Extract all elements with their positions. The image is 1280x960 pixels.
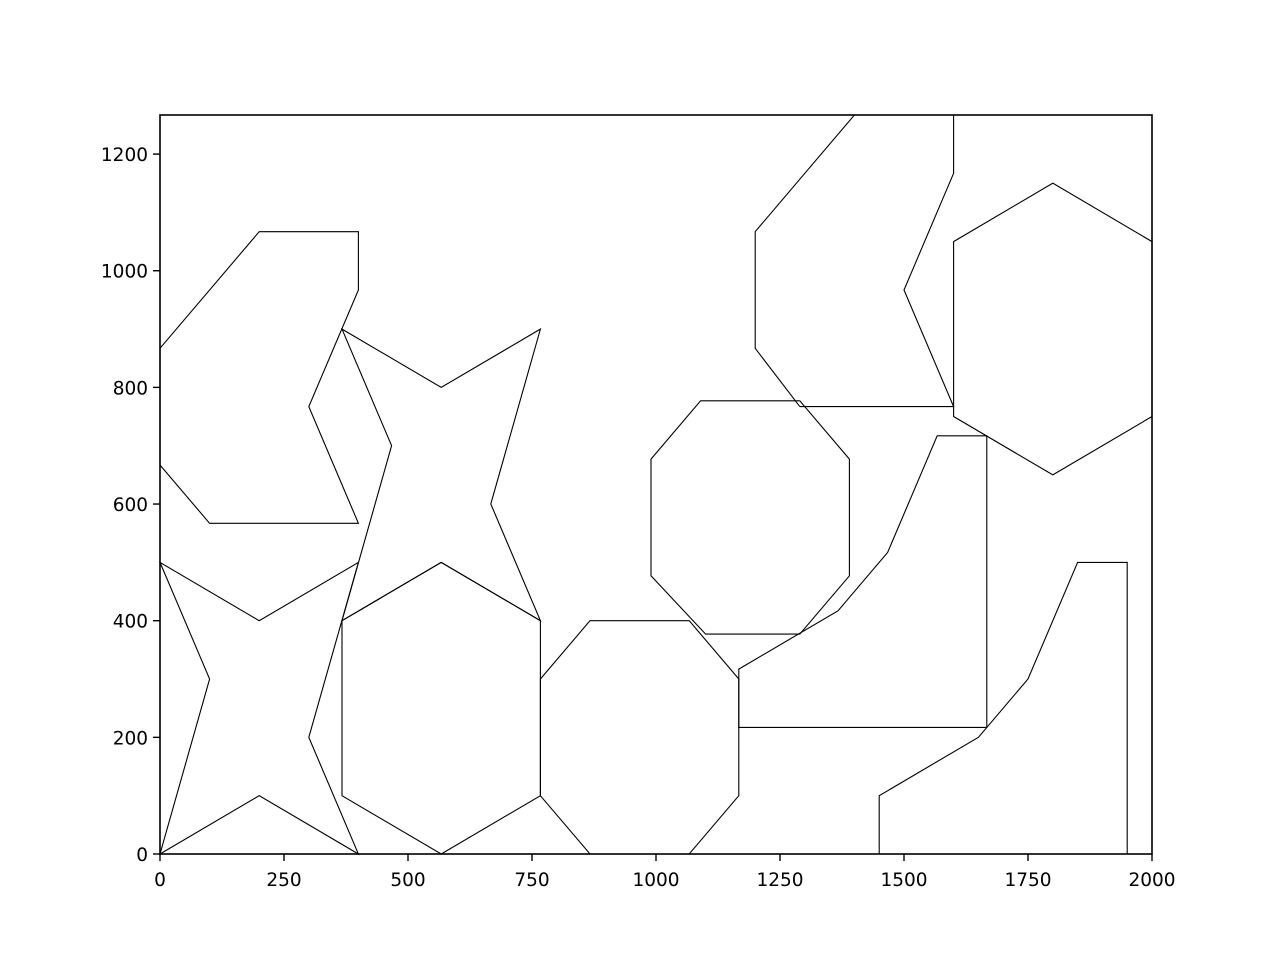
shape-octagon-center bbox=[650, 400, 850, 635]
shape-shape-top-left bbox=[159, 231, 360, 524]
x-tick-label: 1750 bbox=[1004, 870, 1051, 891]
y-tick-label: 0 bbox=[136, 845, 148, 866]
x-tick-label: 1250 bbox=[756, 870, 803, 891]
y-tick-label: 400 bbox=[113, 612, 148, 633]
x-tick-label: 750 bbox=[514, 870, 549, 891]
x-tick-label: 1000 bbox=[632, 870, 679, 891]
shape-star-left-middle bbox=[340, 327, 542, 623]
x-tick-label: 500 bbox=[390, 870, 425, 891]
shape-hexagon-bottom-center bbox=[341, 561, 541, 855]
shape-hexagon-top-right bbox=[953, 182, 1153, 476]
y-axis: 0 200 400 600 800 1000 1200 bbox=[101, 145, 160, 866]
shape-shape-bottom-right bbox=[878, 561, 1128, 854]
x-tick-label: 2000 bbox=[1128, 870, 1175, 891]
x-tick-label: 0 bbox=[154, 870, 166, 891]
y-tick-label: 1000 bbox=[101, 262, 148, 283]
shape-shape-top-center bbox=[754, 114, 955, 408]
x-tick-label: 1500 bbox=[880, 870, 927, 891]
plot-frame bbox=[159, 114, 1153, 855]
shape-shape-right-middle bbox=[738, 435, 988, 728]
y-tick-label: 200 bbox=[113, 728, 148, 749]
x-tick-label: 250 bbox=[266, 870, 301, 891]
shape-octagon-bottom-center bbox=[539, 620, 740, 855]
shape-star-bottom-left bbox=[158, 561, 360, 856]
y-tick-label: 1200 bbox=[101, 145, 148, 166]
y-tick-label: 800 bbox=[113, 378, 148, 399]
shapes-layer bbox=[158, 114, 1153, 856]
x-axis: 0 250 500 750 1000 1250 1500 1750 2000 bbox=[154, 854, 1176, 891]
y-tick-label: 600 bbox=[113, 495, 148, 516]
